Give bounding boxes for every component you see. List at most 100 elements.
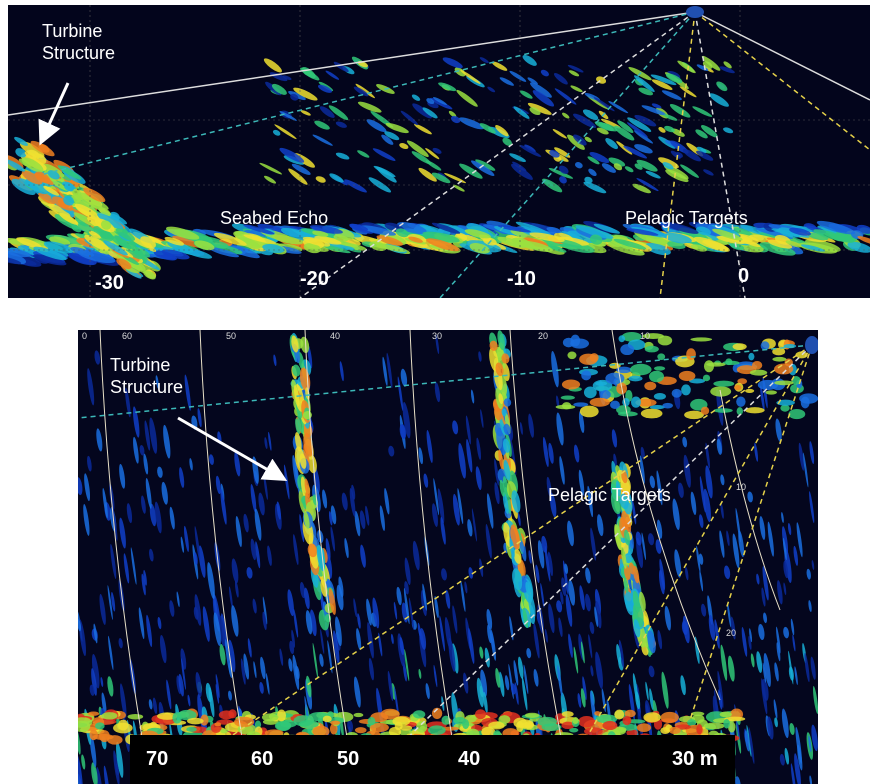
echo (654, 366, 665, 370)
echo (462, 719, 469, 729)
echo (293, 715, 314, 726)
echo (128, 714, 144, 719)
echo (187, 718, 204, 725)
echo (428, 725, 446, 735)
figure: Turbine Structure Seabed Echo Pelagic Ta… (0, 0, 878, 784)
echo (330, 721, 340, 725)
echo (525, 713, 539, 718)
echo (723, 719, 730, 729)
echo (399, 725, 412, 730)
echo (684, 411, 704, 420)
echo (619, 335, 626, 342)
echo (799, 393, 818, 403)
echo (562, 711, 574, 717)
echo (669, 727, 681, 734)
range-label: 0 (82, 331, 87, 341)
echo (620, 344, 634, 355)
echo (641, 409, 663, 419)
echo (581, 370, 591, 380)
axis-label: 0 (738, 265, 749, 288)
echo (610, 401, 620, 409)
echo (630, 364, 652, 375)
range-label: 60 (251, 748, 273, 771)
echo (637, 723, 651, 732)
range-label: 50 (226, 331, 236, 341)
range-label: 60 (122, 331, 132, 341)
range-label: 30 m (672, 748, 718, 771)
echo (660, 727, 670, 734)
echo (567, 351, 576, 359)
echo (584, 727, 603, 735)
range-label: 40 (330, 331, 340, 341)
echo (748, 353, 754, 361)
echo (649, 371, 664, 383)
echo (725, 358, 732, 365)
echo (172, 712, 181, 723)
echo (602, 721, 617, 730)
echo (644, 382, 656, 391)
echo (701, 407, 709, 415)
echo (681, 384, 691, 395)
echo (475, 709, 486, 719)
echo (750, 370, 767, 376)
annotation: Pelagic Targets (625, 207, 748, 229)
echo (745, 407, 765, 413)
echo (733, 343, 747, 350)
echo (277, 709, 286, 721)
echo (643, 712, 661, 722)
echo (761, 341, 770, 350)
echo (704, 723, 725, 730)
echo (89, 730, 97, 740)
echo (275, 721, 291, 731)
echo (118, 720, 128, 731)
annotation: Turbine Structure (42, 20, 137, 64)
echo (102, 712, 118, 719)
arc-label: 10 (736, 482, 746, 492)
echo (95, 722, 105, 729)
echo (590, 398, 610, 407)
echo (186, 727, 197, 732)
echo (737, 407, 743, 415)
range-label: 40 (458, 748, 480, 771)
echo (561, 395, 575, 399)
range-label: 20 (538, 331, 548, 341)
echo (772, 357, 786, 362)
range-label: 70 (146, 748, 168, 771)
echo (788, 409, 805, 419)
echo (661, 712, 679, 723)
echo (679, 371, 696, 381)
echo (628, 376, 642, 382)
annotation: Pelagic Targets (548, 484, 671, 506)
echo (392, 717, 410, 727)
axis-label: -10 (507, 268, 536, 291)
echo (570, 338, 589, 348)
echo (690, 337, 712, 341)
axis-label: -20 (300, 268, 329, 291)
echo (686, 348, 696, 360)
echo (614, 710, 624, 720)
echo (703, 375, 710, 382)
echo (73, 721, 90, 732)
range-label: 10 (640, 331, 650, 341)
echo (736, 396, 745, 406)
axis-label: -30 (95, 272, 124, 295)
echo (706, 362, 725, 366)
echo (622, 716, 631, 726)
range-label: 30 (432, 331, 442, 341)
echo (745, 389, 754, 393)
echo (562, 402, 571, 409)
annotation: Turbine Structure (110, 354, 205, 398)
echo (622, 398, 629, 406)
arc-label: 20 (726, 628, 736, 638)
echo (220, 729, 228, 733)
echo (590, 353, 599, 362)
echo (572, 717, 578, 724)
echo (413, 710, 425, 718)
echo (758, 380, 778, 390)
echo (107, 735, 122, 745)
range-bar (130, 735, 735, 784)
echo (562, 380, 580, 390)
range-label: 50 (337, 748, 359, 771)
echo (672, 389, 682, 398)
echo (774, 380, 793, 385)
